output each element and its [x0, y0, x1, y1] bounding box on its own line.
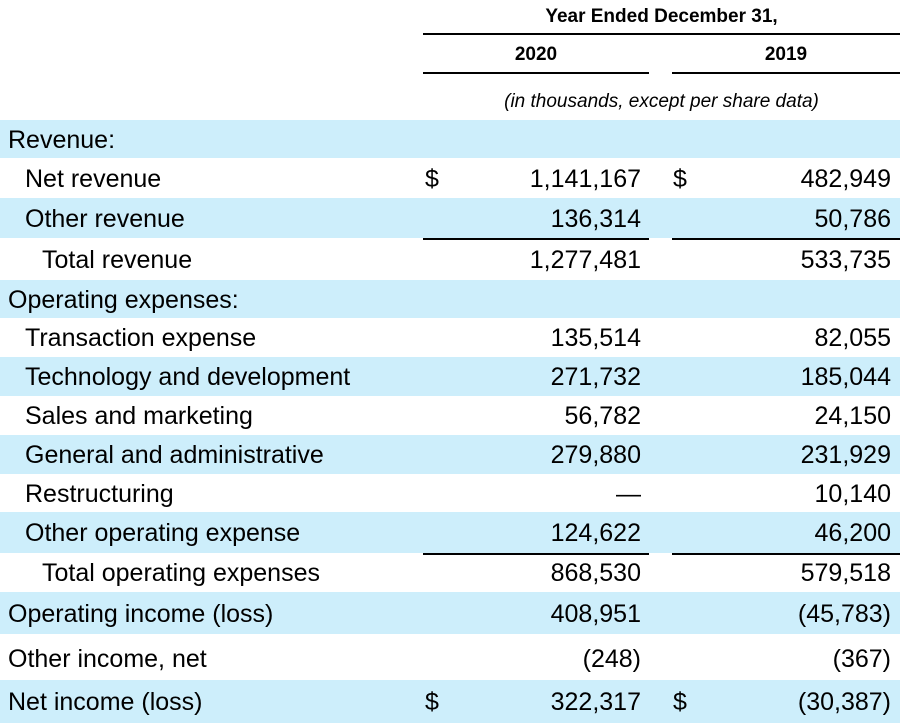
units-note: (in thousands, except per share data) [504, 91, 819, 112]
value-2020: — [616, 480, 641, 508]
value-2020: 1,277,481 [529, 246, 641, 274]
row-label: Operating expenses: [8, 286, 239, 314]
subtotal-rule [672, 238, 900, 240]
col-2020-header: 2020 [514, 44, 558, 65]
value-2019: 185,044 [800, 363, 891, 391]
value-2020: 124,622 [550, 519, 641, 547]
value-2020: 279,880 [550, 441, 641, 469]
col-2019-header: 2019 [764, 44, 808, 65]
subtotal-rule [672, 553, 900, 555]
period-rule [423, 33, 900, 35]
row-label: Other revenue [25, 205, 185, 233]
value-2019: (30,387) [797, 688, 891, 716]
value-2020: 408,951 [550, 600, 641, 628]
value-2019: 231,929 [800, 441, 891, 469]
dollar-sign: $ [673, 165, 687, 193]
col-2019-rule [672, 72, 900, 74]
value-2020: 136,314 [550, 205, 641, 233]
table-row: General and administrative 279,880 231,929 [0, 435, 900, 474]
row-label: Other income, net [8, 645, 207, 673]
row-label: Sales and marketing [25, 402, 253, 430]
value-2020: 1,141,167 [529, 165, 641, 193]
value-2019: 533,735 [800, 246, 891, 274]
col-2020-rule [423, 72, 649, 74]
table-row: Other revenue 136,314 50,786 [0, 198, 900, 238]
value-2020: 56,782 [564, 402, 641, 430]
row-label: Net income (loss) [8, 688, 203, 716]
value-2019: 82,055 [814, 324, 891, 352]
value-2020: 322,317 [550, 688, 641, 716]
table-row: Total operating expenses 868,530 579,518 [0, 553, 900, 592]
table-row: Revenue: [0, 120, 900, 158]
value-2019: 10,140 [814, 480, 891, 508]
row-label: General and administrative [25, 441, 324, 469]
row-label: Restructuring [25, 480, 174, 508]
value-2020: (248) [582, 645, 641, 673]
period-header: Year Ended December 31, [545, 6, 778, 27]
row-label: Transaction expense [25, 324, 257, 352]
table-row: Operating income (loss) 408,951 (45,783) [0, 592, 900, 634]
table-row: Restructuring — 10,140 [0, 474, 900, 512]
subtotal-rule [423, 553, 649, 555]
table-row: Other income, net (248) (367) [0, 637, 900, 680]
value-2020: 271,732 [550, 363, 641, 391]
value-2020: 868,530 [550, 559, 641, 587]
subtotal-rule [423, 238, 649, 240]
value-2020: 135,514 [550, 324, 641, 352]
row-label: Technology and development [25, 363, 351, 391]
value-2019: 46,200 [814, 519, 891, 547]
table-row: Operating expenses: [0, 280, 900, 318]
value-2019: 482,949 [800, 165, 891, 193]
row-label: Total revenue [42, 246, 193, 274]
value-2019: 579,518 [800, 559, 891, 587]
row-label: Revenue: [8, 126, 116, 154]
value-2019: (367) [832, 645, 891, 673]
table-row: Sales and marketing 56,782 24,150 [0, 396, 900, 435]
row-label: Other operating expense [25, 519, 301, 547]
table-row: Transaction expense 135,514 82,055 [0, 318, 900, 357]
table-row: Other operating expense 124,622 46,200 [0, 512, 900, 553]
dollar-sign: $ [425, 688, 439, 716]
dollar-sign: $ [425, 165, 439, 193]
row-label: Operating income (loss) [8, 600, 274, 628]
row-label: Total operating expenses [42, 559, 320, 587]
value-2019: (45,783) [797, 600, 891, 628]
table-row: Net revenue $1,141,167 $482,949 [0, 159, 900, 198]
dollar-sign: $ [673, 688, 687, 716]
row-label: Net revenue [25, 165, 162, 193]
value-2019: 50,786 [814, 205, 891, 233]
table-row: Technology and development 271,732 185,044 [0, 357, 900, 396]
value-2019: 24,150 [814, 402, 891, 430]
table-row: Total revenue 1,277,481 533,735 [0, 238, 900, 280]
table-row: Net income (loss) $322,317 $ (30,387) [0, 680, 900, 723]
